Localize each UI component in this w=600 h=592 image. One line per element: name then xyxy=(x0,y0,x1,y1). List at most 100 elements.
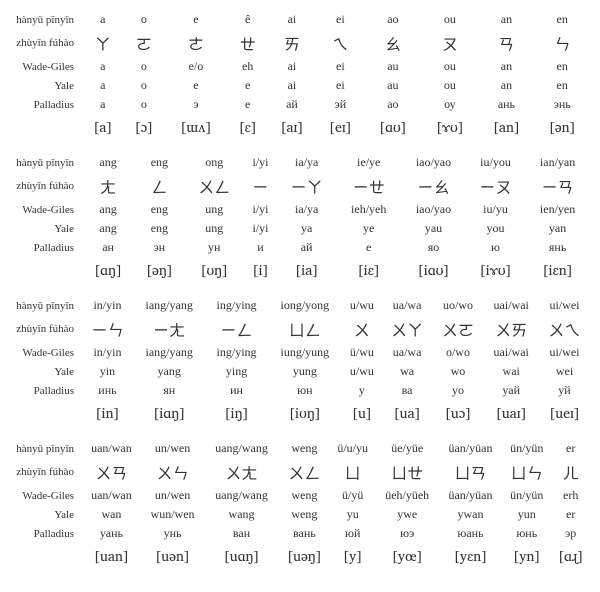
row-palladius: Palladiusиньянинюнуваyoуайуй xyxy=(10,381,590,400)
cell: ia/ya xyxy=(277,200,336,219)
cell: uang/wang xyxy=(204,439,279,458)
cell: ㄞ xyxy=(268,29,317,57)
cell: wa xyxy=(382,362,433,381)
cell: [iɛ] xyxy=(336,257,401,284)
cell: e xyxy=(164,10,228,29)
cell: ㄩㄢ xyxy=(439,458,502,486)
row-wadegiles: Wade-Gilesaoe/oehaieiauouanen xyxy=(10,57,590,76)
cell: ing/ying xyxy=(205,296,267,315)
cell: üan/yüan xyxy=(439,486,502,505)
cell: ui/wei xyxy=(539,343,590,362)
row-palladius: Palladiusуаньуньванваньюйюэюаньюньэр xyxy=(10,524,590,543)
cell: eng xyxy=(134,153,184,172)
cell: [ən] xyxy=(534,114,590,141)
cell: yan xyxy=(525,219,590,238)
cell: ㄨㄥ xyxy=(185,172,244,200)
cell: ва xyxy=(382,381,433,400)
cell: ying xyxy=(205,362,267,381)
cell: ai xyxy=(268,76,317,95)
row-palladius: Palladiusанэнуниайеяоюянь xyxy=(10,238,590,257)
block-3: hànyǔ pīnyīnuan/wanun/wenuang/wangwengü/… xyxy=(10,439,590,570)
cell: en xyxy=(534,76,590,95)
block-1: hànyǔ pīnyīnangengongi/yiia/yaie/yeiao/y… xyxy=(10,153,590,284)
cell: ien/yen xyxy=(525,200,590,219)
rowlabel-ipa xyxy=(10,114,82,141)
cell: ing/ying xyxy=(205,343,267,362)
cell: ㄢ xyxy=(478,29,534,57)
row-wadegiles: Wade-Gilesin/yiniang/yanging/yingiung/yu… xyxy=(10,343,590,362)
cell: [uɑŋ] xyxy=(204,543,279,570)
rowlabel-palladius: Palladius xyxy=(10,524,82,543)
cell: юнь xyxy=(502,524,551,543)
cell: uo/wo xyxy=(433,296,484,315)
cell: у xyxy=(342,381,382,400)
cell: [uan] xyxy=(82,543,141,570)
cell: и xyxy=(244,238,277,257)
cell: ua/wa xyxy=(382,296,433,315)
row-ipa: [ɑŋ][əŋ][ʊŋ][i][ia][iɛ][iɑʊ][iɤʊ][iɛn] xyxy=(10,257,590,284)
cell: ㄨㄛ xyxy=(433,315,484,343)
cell: вань xyxy=(279,524,330,543)
cell: an xyxy=(478,57,534,76)
cell: ㄩㄝ xyxy=(376,458,439,486)
cell: ㄚ xyxy=(82,29,124,57)
cell: ㄨㄟ xyxy=(539,315,590,343)
cell: ㄥ xyxy=(134,172,184,200)
cell: [a] xyxy=(82,114,124,141)
cell: яо xyxy=(401,238,466,257)
cell: ㄨㄤ xyxy=(204,458,279,486)
row-ipa: [a][ɔ][ɯʌ][ɛ][aɪ][eɪ][ɑʊ][ɤʊ][an][ən] xyxy=(10,114,590,141)
cell: юань xyxy=(439,524,502,543)
cell: o/wo xyxy=(433,343,484,362)
cell: uai/wai xyxy=(483,343,539,362)
cell: ywan xyxy=(439,505,502,524)
rowlabel-ipa xyxy=(10,543,82,570)
cell: юэ xyxy=(376,524,439,543)
row-zhuyin: zhùyīn fúhàoㄤㄥㄨㄥㄧㄧㄚㄧㄝㄧㄠㄧㄡㄧㄢ xyxy=(10,172,590,200)
cell: [iʊŋ] xyxy=(268,400,342,427)
cell: ㄦ xyxy=(551,458,590,486)
cell: eng xyxy=(134,200,184,219)
cell: ань xyxy=(478,95,534,114)
cell: ㄣ xyxy=(534,29,590,57)
rowlabel-palladius: Palladius xyxy=(10,381,82,400)
cell: [ia] xyxy=(277,257,336,284)
cell: ei xyxy=(316,10,364,29)
cell: ang xyxy=(82,219,134,238)
cell: ei xyxy=(316,57,364,76)
cell: you xyxy=(466,219,525,238)
cell: [i] xyxy=(244,257,277,284)
cell: уань xyxy=(82,524,141,543)
cell: au xyxy=(364,76,421,95)
cell: [iŋ] xyxy=(205,400,267,427)
cell: üe/yüe xyxy=(376,439,439,458)
cell: in/yin xyxy=(82,343,133,362)
cell: ü/wu xyxy=(342,343,382,362)
cell: iong/yong xyxy=(268,296,342,315)
row-zhuyin: zhùyīn fúhàoㄨㄢㄨㄣㄨㄤㄨㄥㄩㄩㄝㄩㄢㄩㄣㄦ xyxy=(10,458,590,486)
cell: ㄧㄚ xyxy=(277,172,336,200)
block-2: hànyǔ pīnyīnin/yiniang/yanging/yingiong/… xyxy=(10,296,590,427)
cell: ㄧㄣ xyxy=(82,315,133,343)
cell: iu/you xyxy=(466,153,525,172)
cell: [uəŋ] xyxy=(279,543,330,570)
cell: е xyxy=(336,238,401,257)
row-wadegiles: Wade-Gilesuan/wanun/wenuang/wangwengü/yü… xyxy=(10,486,590,505)
cell: [əŋ] xyxy=(134,257,184,284)
cell: ung xyxy=(185,200,244,219)
row-ipa: [uan][uən][uɑŋ][uəŋ][y][yœ][yɛn][yn][ɑɻ] xyxy=(10,543,590,570)
cell: янь xyxy=(525,238,590,257)
cell: un/wen xyxy=(141,439,204,458)
cell: üeh/yüeh xyxy=(376,486,439,505)
cell: ou xyxy=(421,57,478,76)
cell: о xyxy=(124,95,165,114)
rowlabel-pinyin: hànyǔ pīnyīn xyxy=(10,296,82,315)
cell: [yœ] xyxy=(376,543,439,570)
cell: yung xyxy=(268,362,342,381)
cell: ㄨ xyxy=(342,315,382,343)
cell: оу xyxy=(421,95,478,114)
cell: ou xyxy=(421,10,478,29)
cell: [ɤʊ] xyxy=(421,114,478,141)
cell: ю xyxy=(466,238,525,257)
cell: weng xyxy=(279,505,330,524)
